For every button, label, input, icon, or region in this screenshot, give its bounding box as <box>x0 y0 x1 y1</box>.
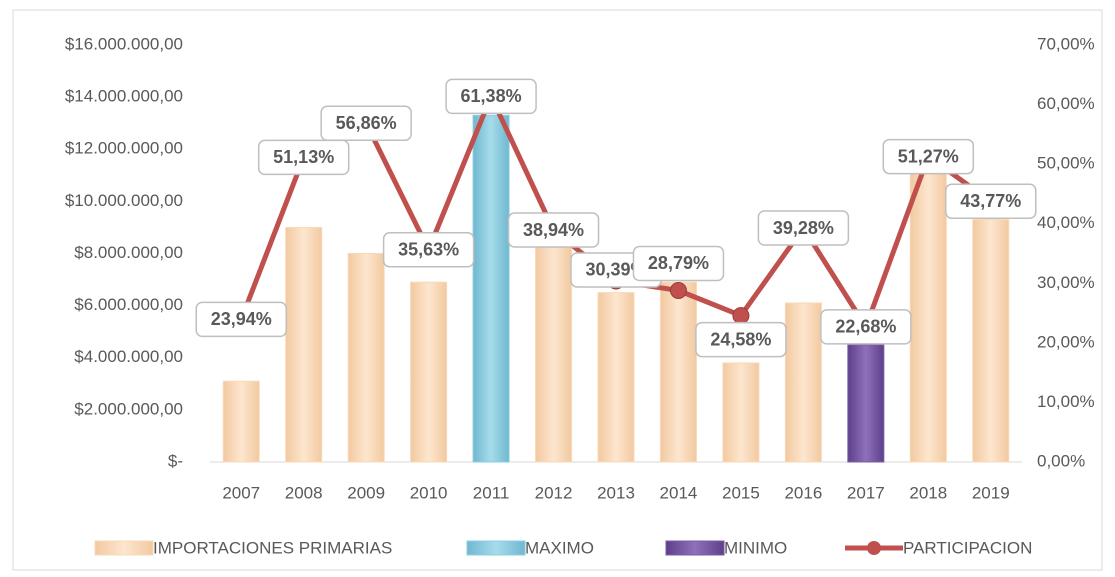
data-label: 28,79% <box>648 253 709 273</box>
bar <box>909 172 947 463</box>
bar <box>535 245 573 463</box>
bar <box>972 219 1010 463</box>
data-label-box <box>445 78 537 115</box>
data-label-box <box>882 138 975 175</box>
x-tick-label: 2018 <box>909 483 947 502</box>
x-tick-label: 2007 <box>222 483 260 502</box>
x-tick-label: 2017 <box>847 483 885 502</box>
x-tick-label: 2012 <box>535 483 573 502</box>
line-marker <box>732 307 750 325</box>
x-tick-label: 2014 <box>660 483 698 502</box>
legend-label: PARTICIPACION <box>903 538 1032 557</box>
y2-tick-label: 20,00% <box>1037 332 1095 351</box>
y2-tick-label: 10,00% <box>1037 392 1095 411</box>
y-tick-label: $16.000.000,00 <box>65 34 183 53</box>
data-label: 22,68% <box>835 317 896 337</box>
x-tick-label: 2011 <box>473 483 510 502</box>
data-label-box <box>320 105 412 142</box>
legend-label: MAXIMO <box>525 538 594 557</box>
x-tick-label: 2013 <box>597 483 635 502</box>
bar <box>472 114 510 463</box>
y-tick-label: $8.000.000,00 <box>74 243 183 262</box>
data-label: 56,86% <box>336 113 397 133</box>
bar <box>659 281 697 463</box>
y2-tick-label: 0,00% <box>1037 451 1085 470</box>
data-label-box <box>382 231 475 268</box>
y-tick-label: $12.000.000,00 <box>65 139 183 158</box>
legend-swatch <box>94 540 154 556</box>
bar <box>347 253 385 463</box>
y-tick-label: $- <box>168 451 183 470</box>
x-tick-label: 2009 <box>347 483 385 502</box>
data-label-box <box>757 210 850 246</box>
y2-tick-label: 70,00% <box>1037 34 1095 53</box>
x-tick-label: 2010 <box>410 483 448 502</box>
y-tick-label: $10.000.000,00 <box>65 191 183 210</box>
legend-swatch <box>466 540 526 556</box>
y2-tick-label: 60,00% <box>1037 94 1095 113</box>
bar <box>222 380 260 463</box>
data-label: 51,13% <box>273 147 334 167</box>
y-tick-label: $2.000.000,00 <box>74 399 183 418</box>
data-label: 30,39% <box>585 260 646 280</box>
data-label: 39,28% <box>773 218 834 238</box>
bar <box>410 281 448 463</box>
data-label-box <box>945 183 1037 220</box>
y2-tick-label: 40,00% <box>1037 213 1095 232</box>
data-label-box <box>820 309 912 345</box>
x-tick-label: 2016 <box>784 483 822 502</box>
legend-swatch <box>665 540 725 556</box>
x-tick-label: 2008 <box>285 483 323 502</box>
x-tick-label: 2015 <box>722 483 760 502</box>
data-label-box <box>257 139 350 176</box>
y-tick-label: $14.000.000,00 <box>65 87 183 106</box>
data-label: 35,63% <box>398 239 459 259</box>
y-tick-label: $4.000.000,00 <box>74 347 183 366</box>
data-label: 38,94% <box>523 220 584 240</box>
data-label-box <box>695 321 787 358</box>
bar <box>285 226 323 463</box>
legend-label: MINIMO <box>724 538 787 557</box>
x-tick-label: 2019 <box>972 483 1010 502</box>
data-label: 43,77% <box>960 191 1021 211</box>
bar <box>597 292 635 463</box>
data-label-box <box>632 245 725 282</box>
y2-tick-label: 50,00% <box>1037 154 1095 173</box>
bar <box>784 302 822 463</box>
line-marker <box>669 281 687 299</box>
y2-tick-label: 30,00% <box>1037 273 1095 292</box>
data-label: 24,58% <box>710 329 771 349</box>
data-label-box <box>507 212 600 248</box>
data-label: 51,27% <box>898 146 959 166</box>
data-label: 23,94% <box>211 309 272 329</box>
bar <box>847 344 885 463</box>
data-label-box <box>195 301 287 338</box>
legend-marker <box>867 541 881 555</box>
legend-label: IMPORTACIONES PRIMARIAS <box>153 538 392 557</box>
bar <box>722 362 760 463</box>
y-tick-label: $6.000.000,00 <box>74 295 183 314</box>
data-label: 61,38% <box>461 86 522 106</box>
